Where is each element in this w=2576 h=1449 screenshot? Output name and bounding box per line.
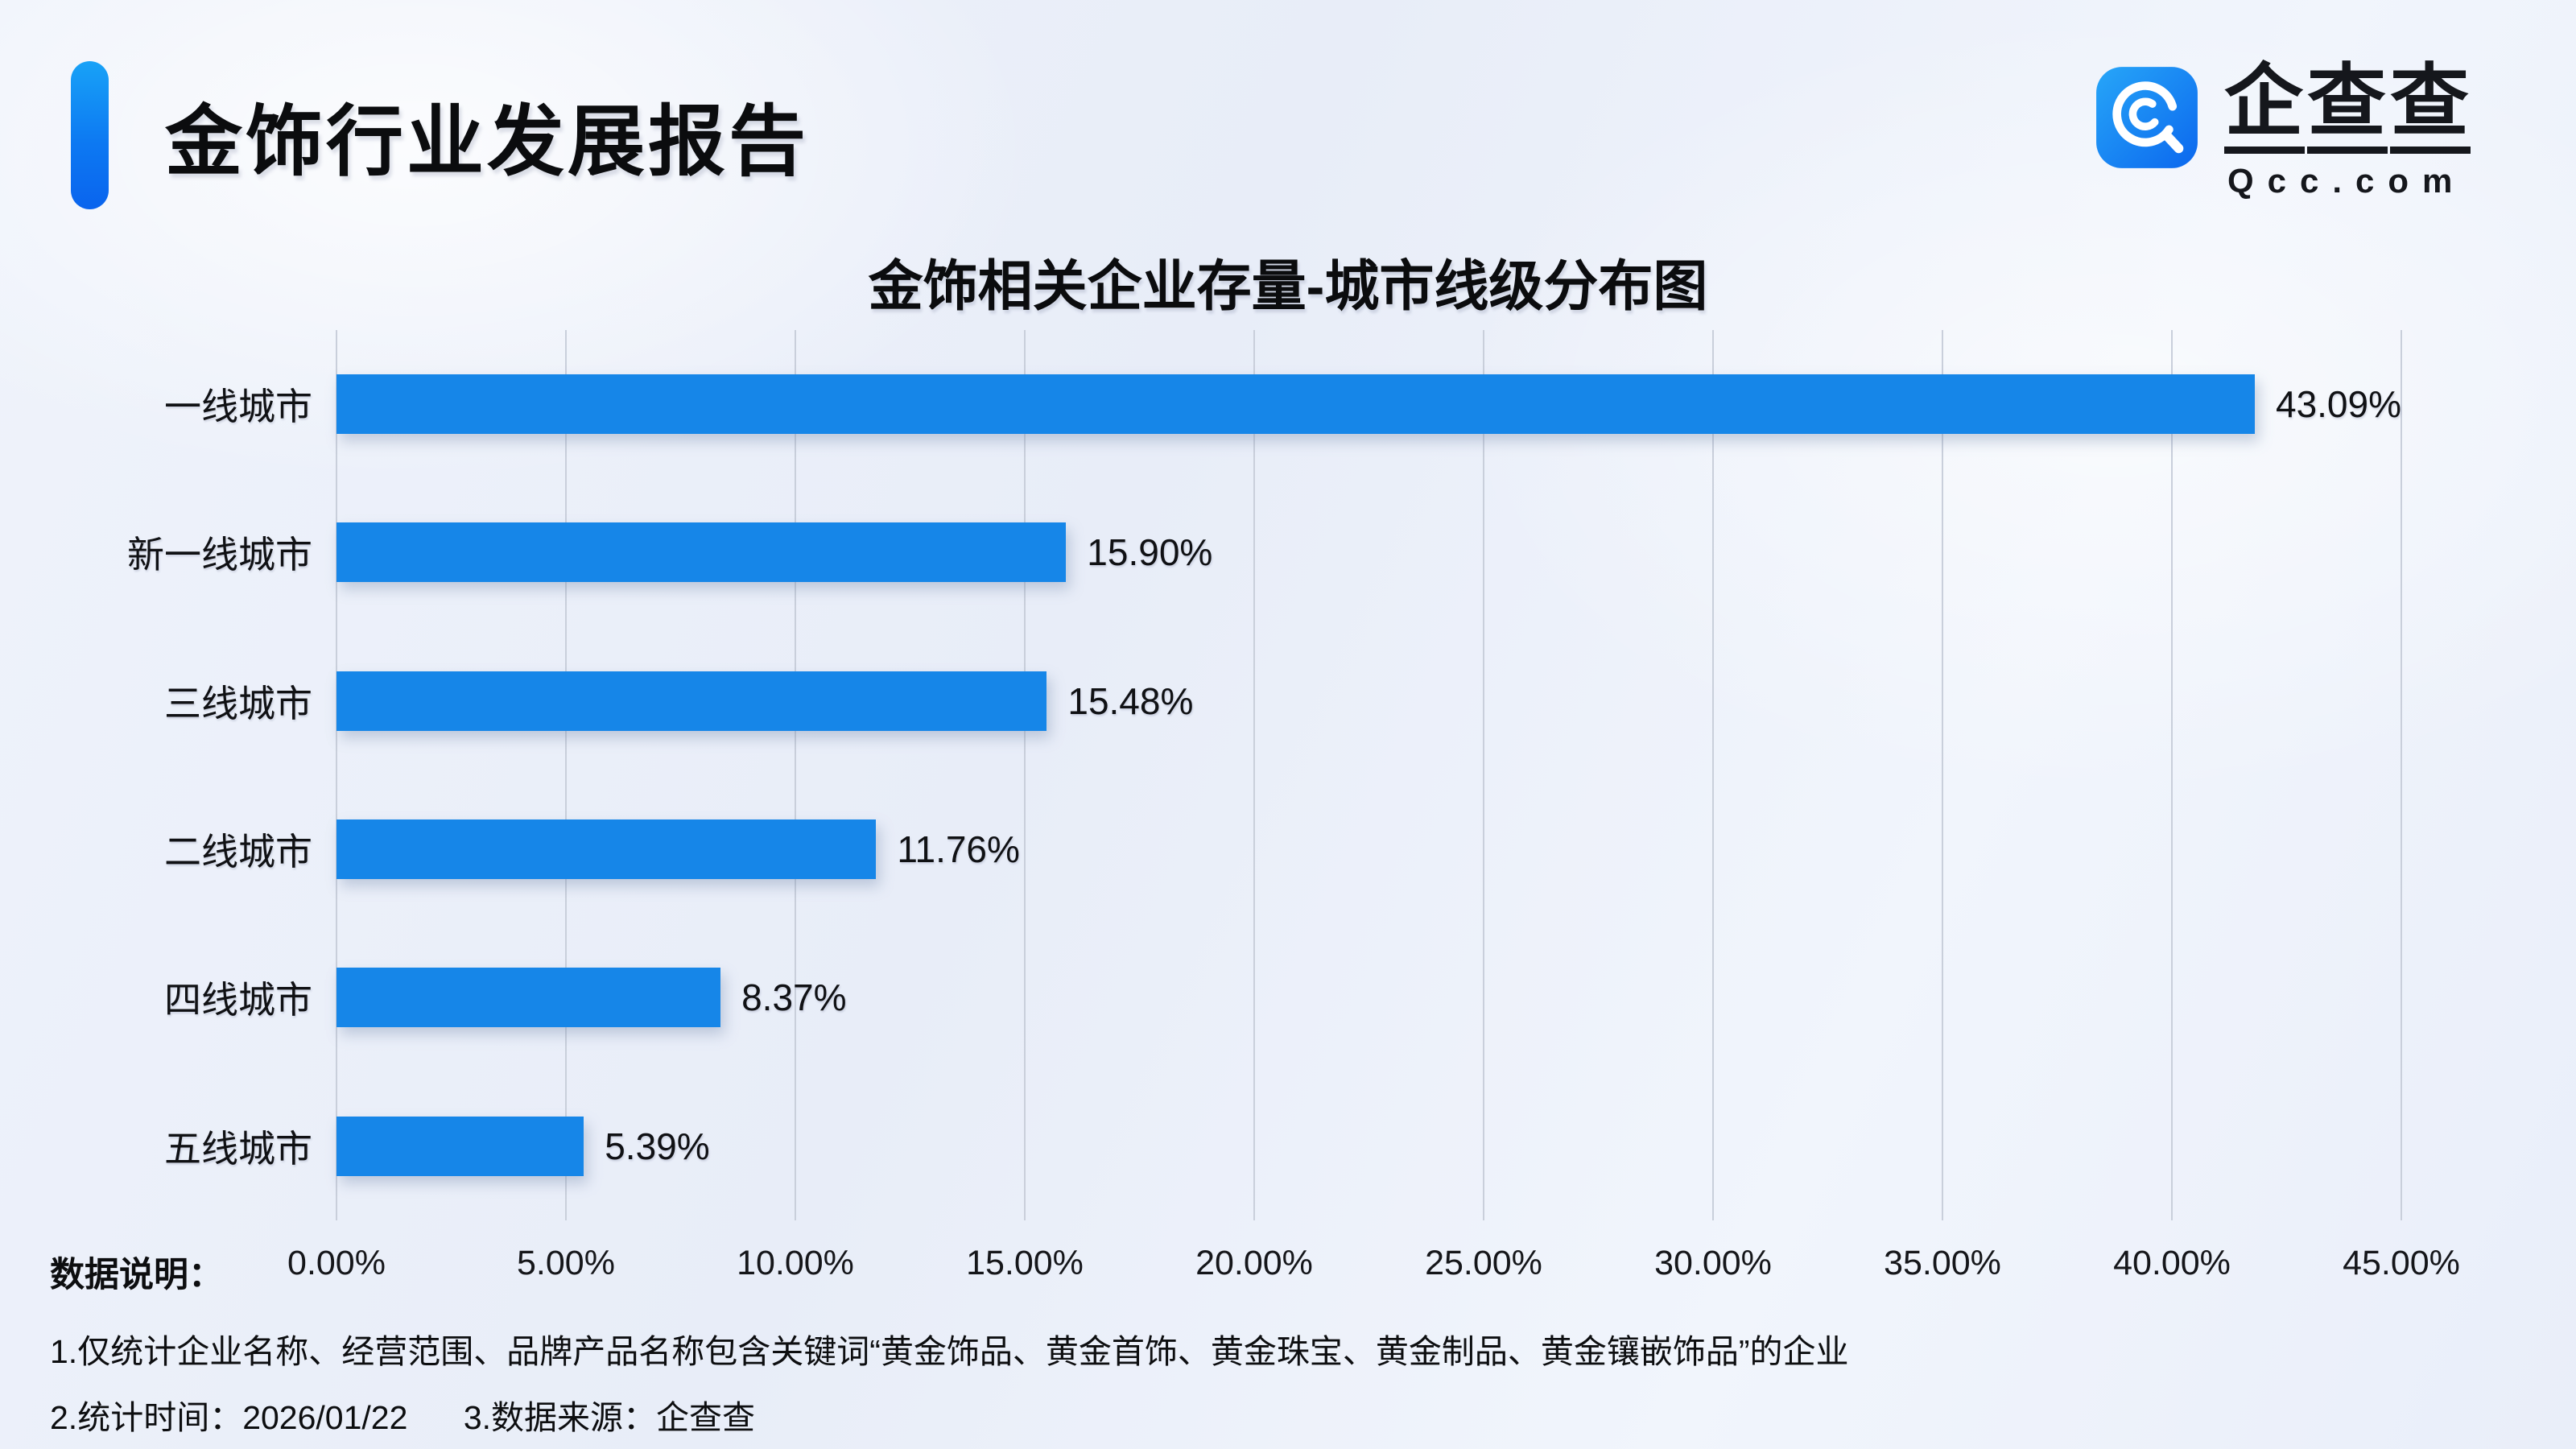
report-title: 金饰行业发展报告 [165,99,809,185]
notes-label: 数据说明： [50,1256,223,1294]
title-accent-bar [71,61,109,209]
bar [336,374,2255,435]
axis-tick-label: 0.00% [287,1244,386,1282]
category-label: 新一线城市 [127,534,312,576]
qcc-brand-en: Qcc.com [2227,162,2467,200]
qcc-brand-cn: 企查查 [2223,61,2473,154]
qcc-logo-icon [2096,67,2198,168]
value-label: 15.48% [1067,679,1194,722]
footnote-2-time: 2.统计时间：2026/01/22 [50,1399,408,1436]
qcc-brand-cn-char: 查 [2306,61,2388,154]
gridline [1483,330,1484,1220]
footnote-1: 1.仅统计企业名称、经营范围、品牌产品名称包含关键词“黄金饰品、黄金首饰、黄金珠… [50,1333,1849,1370]
value-label: 8.37% [741,976,847,1019]
qcc-brand-cn-char: 查 [2389,61,2471,154]
axis-tick-label: 10.00% [737,1244,854,1282]
axis-tick-label: 30.00% [1654,1244,1772,1282]
x-axis: 0.00% 5.00% 10.00% 15.00% 20.00% 25.00% 30.00%… [287,1244,2460,1289]
category-label: 三线城市 [164,682,312,724]
axis-tick-label: 15.00% [966,1244,1084,1282]
bar [336,522,1067,583]
footnote-2-source: 3.数据来源：企查查 [463,1399,756,1436]
qcc-logo: 企查查 Qcc.com [2095,61,2473,200]
gridline [564,330,567,1220]
gridline [1024,330,1026,1220]
bar-row: 五线城市 5.39% [164,1072,2401,1220]
gridline [1712,330,1714,1220]
axis-tick-label: 5.00% [517,1244,615,1282]
category-label: 四线城市 [164,979,312,1022]
chart-title: 金饰相关企业存量-城市线级分布图 [868,256,1708,317]
bar [336,968,721,1028]
gridline [1253,330,1255,1220]
bar [336,671,1047,731]
axis-tick-label: 25.00% [1425,1244,1542,1282]
gridline [794,330,796,1220]
category-label: 二线城市 [164,831,312,873]
bar-row: 四线城市 8.37% [164,923,2401,1071]
gridline [336,330,337,1220]
qcc-brand-cn-char: 企 [2223,61,2305,154]
plot-area: 一线城市 43.09% 新一线城市 15.90% 三线城市 15.48% 二线城市 11.76… [127,330,2402,1220]
bar [336,819,877,880]
bar-row: 二线城市 11.76% [164,775,2401,923]
axis-tick-label: 35.00% [1884,1244,2001,1282]
value-label: 43.09% [2275,383,2401,426]
axis-tick-label: 20.00% [1195,1244,1313,1282]
bar-rows: 一线城市 43.09% 新一线城市 15.90% 三线城市 15.48% 二线城市 11.76… [127,330,2401,1220]
category-label: 五线城市 [164,1127,312,1170]
bar-row: 三线城市 15.48% [164,627,2401,775]
gridline [1942,330,1943,1220]
footnote-2: 2.统计时间：2026/01/22 3.数据来源：企查查 [50,1390,755,1439]
value-label: 5.39% [605,1125,710,1167]
gridline [2170,330,2173,1220]
axis-tick-label: 45.00% [2343,1244,2460,1282]
bar-row: 一线城市 43.09% [164,330,2401,478]
bar [336,1116,584,1176]
qcc-logo-text: 企查查 Qcc.com [2223,61,2473,200]
gridline [2401,330,2402,1220]
value-label: 15.90% [1087,531,1213,574]
bar-row: 新一线城市 15.90% [127,478,2401,626]
value-label: 11.76% [897,828,1020,871]
axis-tick-label: 40.00% [2113,1244,2231,1282]
category-label: 一线城市 [164,386,312,428]
